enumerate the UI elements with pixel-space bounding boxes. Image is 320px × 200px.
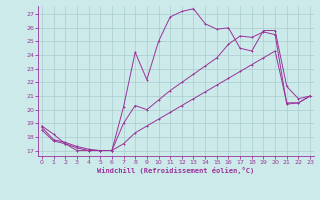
X-axis label: Windchill (Refroidissement éolien,°C): Windchill (Refroidissement éolien,°C) xyxy=(97,167,255,174)
